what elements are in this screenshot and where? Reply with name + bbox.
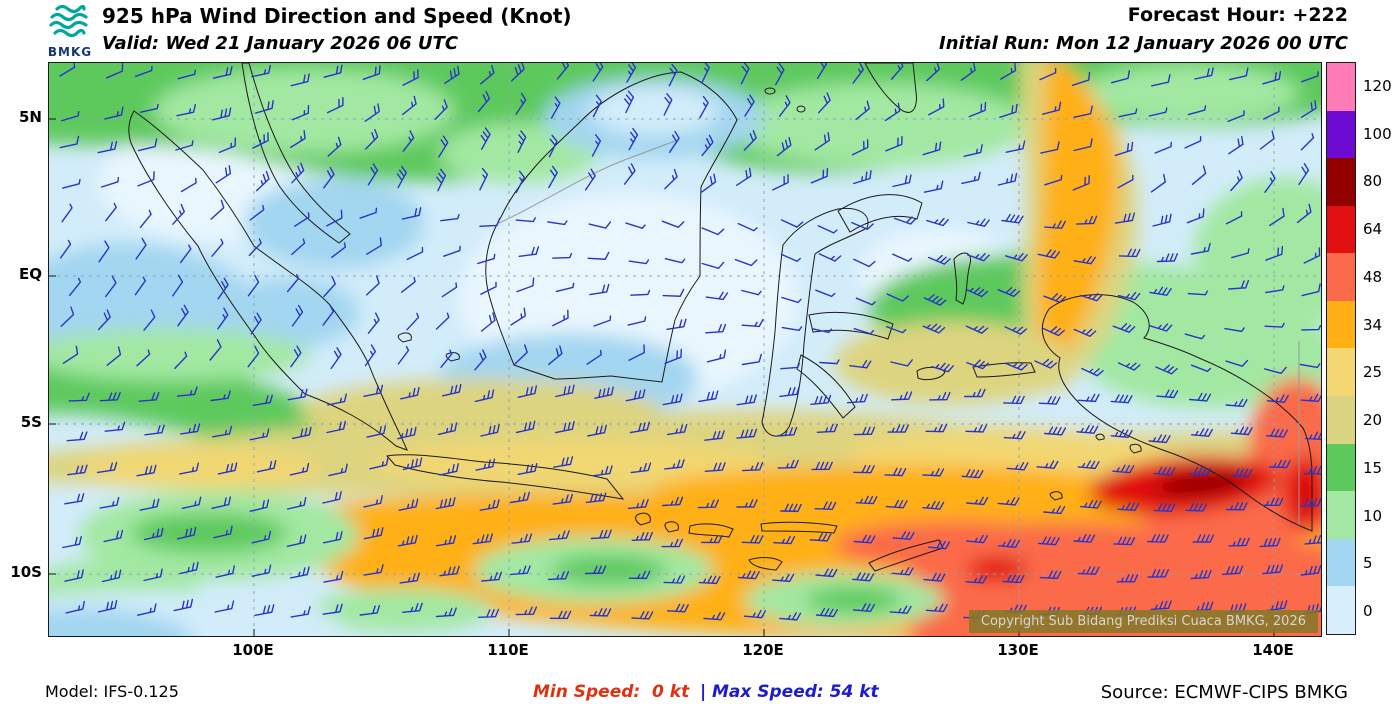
legend-value: 80	[1363, 172, 1383, 191]
wind-speed-shading	[49, 63, 1321, 636]
legend-value: 0	[1363, 602, 1373, 621]
initial-run-label: Initial Run: Mon 12 January 2026 00 UTC	[939, 33, 1348, 54]
legend-labels: 120 100 80 64 48 34 25 20 15 10 5 0	[1363, 62, 1399, 635]
legend-value: 48	[1363, 267, 1383, 286]
legend-value: 100	[1363, 124, 1392, 143]
legend-value: 20	[1363, 411, 1383, 430]
legend-value: 15	[1363, 458, 1383, 477]
source-label: Source: ECMWF-CIPS BMKG	[1100, 682, 1348, 703]
lat-tick-label: 5N	[19, 108, 42, 126]
wind-map: Copyright Sub Bidang Prediksi Cuaca BMKG…	[48, 62, 1322, 637]
forecast-hour-label: Forecast Hour: +222	[1127, 4, 1348, 26]
lon-tick-label: 100E	[232, 641, 274, 659]
legend-value: 10	[1363, 506, 1383, 525]
lon-tick-label: 110E	[487, 641, 529, 659]
legend-swatch	[1327, 443, 1355, 492]
legend-value: 34	[1363, 315, 1383, 334]
max-speed-label: Max Speed: 54 kt	[712, 682, 879, 702]
lat-tick-label: EQ	[19, 265, 42, 283]
page-title: 925 hPa Wind Direction and Speed (Knot)	[102, 4, 572, 28]
legend-swatch	[1327, 63, 1355, 111]
legend-swatch	[1327, 205, 1355, 254]
map-canvas	[49, 63, 1321, 636]
coastlines	[128, 63, 1313, 572]
legend-value: 64	[1363, 220, 1383, 239]
min-speed-label: Min Speed: 0 kt	[533, 682, 690, 702]
wind-barbs-layer	[59, 63, 1321, 621]
axis-ticks	[49, 118, 1275, 636]
bmkg-logo-text: BMKG	[47, 45, 93, 59]
legend-swatch	[1327, 538, 1355, 587]
legend-swatch	[1327, 158, 1355, 206]
legend-bar	[1326, 62, 1356, 635]
model-label: Model: IFS-0.125	[45, 682, 179, 701]
legend-swatch	[1327, 253, 1355, 301]
legend-swatch	[1327, 110, 1355, 159]
legend-swatch	[1327, 348, 1355, 397]
legend-swatch	[1327, 300, 1355, 349]
legend-value: 120	[1363, 76, 1392, 95]
lat-tick-label: 10S	[10, 563, 42, 581]
lon-tick-label: 130E	[997, 641, 1039, 659]
speed-separator: |	[700, 682, 707, 702]
copyright-notice: Copyright Sub Bidang Prediksi Cuaca BMKG…	[968, 610, 1318, 633]
legend-swatch	[1327, 491, 1355, 539]
bmkg-waves-icon	[49, 4, 88, 38]
valid-time-label: Valid: Wed 21 January 2026 06 UTC	[102, 33, 459, 54]
legend-value: 5	[1363, 554, 1373, 573]
legend-value: 25	[1363, 363, 1383, 382]
lon-tick-label: 120E	[742, 641, 784, 659]
lon-tick-label: 140E	[1252, 641, 1294, 659]
lat-tick-label: 5S	[20, 413, 42, 431]
legend-swatch	[1327, 396, 1355, 444]
legend-swatch	[1327, 586, 1355, 634]
bmkg-logo: BMKG	[42, 2, 98, 60]
